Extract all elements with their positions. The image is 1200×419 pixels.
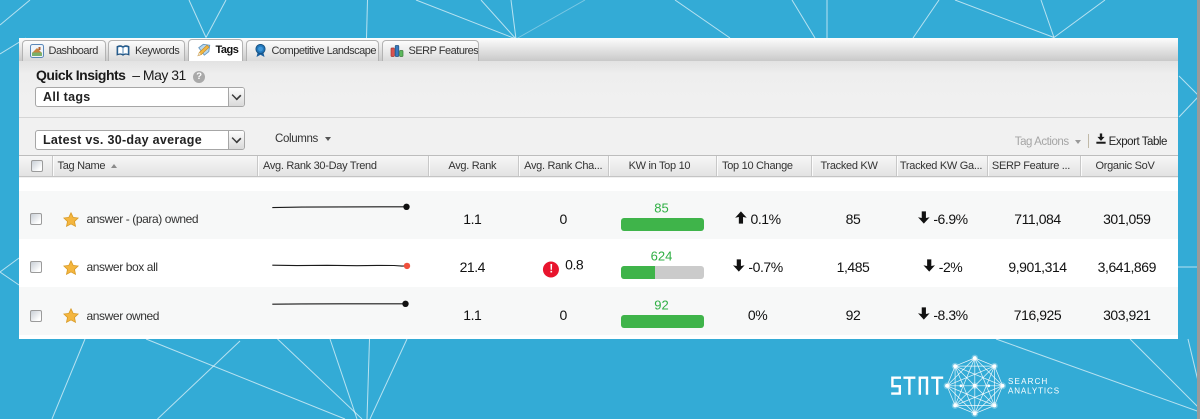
svg-text:ANALYTICS: ANALYTICS [1008, 386, 1060, 395]
svg-text:SEARCH: SEARCH [1008, 377, 1049, 386]
